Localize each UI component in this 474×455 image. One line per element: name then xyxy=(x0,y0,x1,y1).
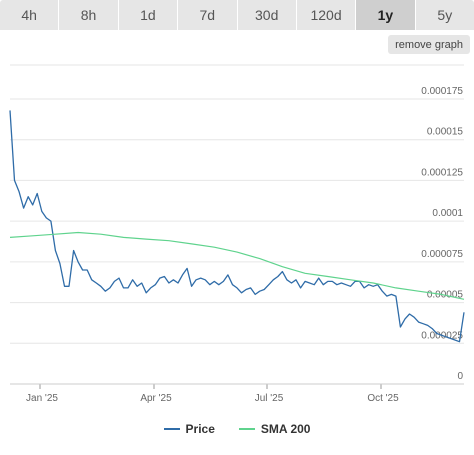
y-tick-label: 0.000075 xyxy=(421,249,463,260)
legend-swatch xyxy=(163,428,180,430)
series-line-sma-200 xyxy=(9,231,465,300)
series-line-price xyxy=(9,110,465,343)
y-tick-label: 0 xyxy=(457,371,463,382)
legend-item-sma-200[interactable]: SMA 200 xyxy=(238,422,311,436)
remove-graph-button[interactable]: remove graph xyxy=(388,35,470,54)
tab-1y[interactable]: 1y xyxy=(356,0,415,30)
legend-label: Price xyxy=(185,422,215,436)
time-range-tabs: 4h 8h 1d 7d 30d 120d 1y 5y xyxy=(0,0,474,30)
legend-swatch xyxy=(238,428,255,430)
y-tick-label: 0.000175 xyxy=(421,86,463,97)
tab-1d[interactable]: 1d xyxy=(118,0,178,30)
x-tick-label: Jan '25 xyxy=(26,393,58,404)
y-tick-label: 0.00015 xyxy=(427,127,464,138)
tab-7d[interactable]: 7d xyxy=(178,0,237,30)
legend-item-price[interactable]: Price xyxy=(163,422,215,436)
x-tick-label: Jul '25 xyxy=(255,393,284,404)
y-tick-label: 0.0001 xyxy=(432,208,463,219)
y-tick-label: 0.000125 xyxy=(421,167,463,178)
legend-label: SMA 200 xyxy=(260,422,311,436)
x-tick-label: Apr '25 xyxy=(140,393,172,404)
tab-4h[interactable]: 4h xyxy=(0,0,59,30)
tab-8h[interactable]: 8h xyxy=(59,0,118,30)
x-tick-label: Oct '25 xyxy=(367,393,399,404)
price-chart: 00.0000250.000050.0000750.00010.0001250.… xyxy=(9,64,465,404)
chart-legend: Price SMA 200 xyxy=(0,420,474,438)
tab-5y[interactable]: 5y xyxy=(415,0,474,30)
tab-120d[interactable]: 120d xyxy=(296,0,356,30)
tab-30d[interactable]: 30d xyxy=(237,0,296,30)
